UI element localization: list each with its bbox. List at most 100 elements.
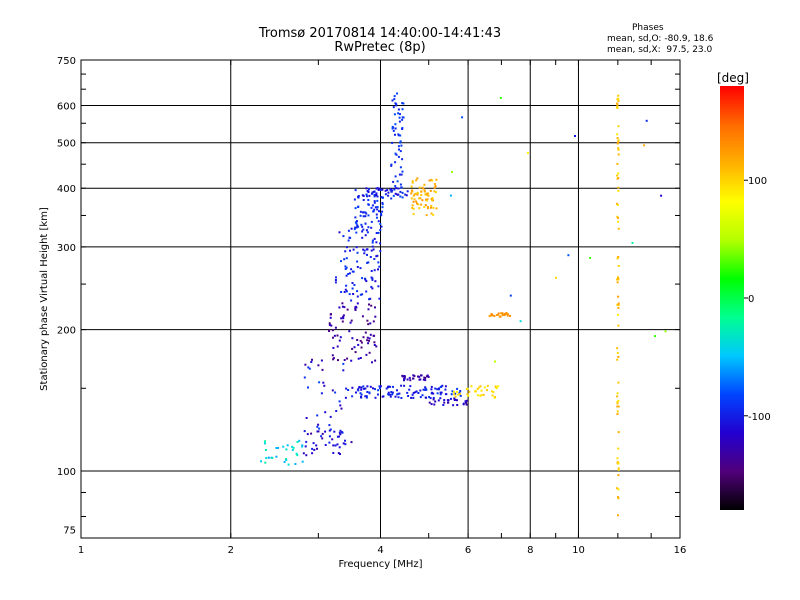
data-point bbox=[298, 439, 301, 442]
phase-stats-o: mean, sd,O: -80.9, 18.6 bbox=[607, 34, 714, 44]
data-point bbox=[360, 223, 363, 226]
data-point bbox=[301, 444, 304, 447]
data-point bbox=[354, 216, 357, 219]
data-point bbox=[415, 192, 418, 195]
data-point bbox=[416, 202, 418, 205]
data-point bbox=[317, 423, 320, 426]
data-point bbox=[399, 141, 402, 144]
data-point bbox=[373, 237, 376, 240]
data-point bbox=[356, 302, 359, 305]
data-point bbox=[264, 449, 267, 451]
data-point bbox=[363, 252, 366, 255]
data-point bbox=[480, 394, 483, 397]
y-tick-label: 500 bbox=[57, 139, 76, 150]
data-point bbox=[368, 194, 371, 197]
data-point bbox=[376, 206, 379, 208]
data-point bbox=[340, 291, 343, 293]
data-point bbox=[430, 403, 433, 406]
data-point bbox=[616, 347, 619, 350]
data-point bbox=[429, 397, 432, 400]
data-point bbox=[501, 314, 504, 317]
data-point bbox=[412, 396, 415, 399]
data-point bbox=[372, 387, 374, 390]
data-point bbox=[493, 315, 496, 317]
data-point bbox=[427, 194, 430, 197]
data-point bbox=[616, 98, 619, 101]
data-point bbox=[412, 374, 415, 377]
data-point bbox=[422, 388, 425, 391]
data-point bbox=[287, 463, 290, 466]
data-point bbox=[617, 265, 620, 267]
data-point bbox=[354, 305, 357, 308]
data-point bbox=[312, 442, 315, 445]
data-point bbox=[654, 335, 656, 338]
data-point bbox=[617, 497, 620, 500]
data-point bbox=[353, 346, 356, 349]
data-point bbox=[425, 214, 428, 217]
data-point bbox=[617, 276, 619, 279]
data-point bbox=[316, 425, 319, 428]
data-point bbox=[334, 444, 337, 447]
data-point bbox=[617, 172, 620, 175]
data-point bbox=[617, 313, 619, 316]
data-point bbox=[373, 190, 376, 193]
data-point bbox=[394, 175, 397, 178]
data-point bbox=[321, 437, 324, 440]
data-point bbox=[371, 245, 374, 248]
data-point bbox=[453, 390, 455, 393]
data-point bbox=[397, 155, 400, 158]
data-point bbox=[365, 280, 368, 283]
data-point bbox=[458, 391, 461, 394]
data-point bbox=[366, 339, 369, 342]
data-point bbox=[435, 191, 437, 194]
data-point bbox=[464, 400, 467, 403]
points-layer bbox=[260, 92, 667, 517]
data-point bbox=[365, 396, 368, 399]
point-group bbox=[401, 374, 430, 382]
data-point bbox=[376, 216, 378, 219]
data-point bbox=[461, 116, 464, 119]
data-point bbox=[308, 367, 311, 370]
data-point bbox=[398, 392, 401, 395]
data-point bbox=[430, 198, 433, 200]
data-point bbox=[346, 357, 349, 360]
data-point bbox=[450, 397, 452, 400]
data-point bbox=[413, 375, 416, 377]
data-point bbox=[403, 379, 405, 382]
data-point bbox=[422, 378, 425, 381]
data-point bbox=[411, 204, 414, 207]
data-point bbox=[490, 390, 493, 393]
data-point bbox=[617, 277, 620, 280]
data-point bbox=[339, 433, 342, 436]
data-point bbox=[396, 180, 399, 183]
data-point bbox=[340, 407, 343, 410]
data-point bbox=[353, 228, 356, 231]
data-point bbox=[339, 429, 342, 432]
data-point bbox=[426, 206, 429, 208]
data-point bbox=[316, 414, 319, 417]
data-point bbox=[379, 229, 382, 231]
data-point bbox=[424, 204, 427, 207]
data-point bbox=[341, 320, 344, 323]
data-point bbox=[401, 108, 404, 111]
data-point bbox=[456, 399, 458, 402]
data-point bbox=[294, 463, 297, 465]
data-point bbox=[356, 224, 359, 227]
data-point bbox=[433, 403, 436, 406]
data-point bbox=[617, 431, 620, 434]
data-point bbox=[305, 417, 308, 419]
data-point bbox=[423, 183, 426, 186]
data-point bbox=[617, 186, 620, 189]
data-point bbox=[411, 190, 414, 193]
data-point bbox=[307, 366, 310, 369]
data-point bbox=[454, 398, 457, 401]
data-point bbox=[410, 396, 413, 399]
data-point bbox=[442, 404, 445, 406]
data-point bbox=[424, 193, 427, 196]
data-point bbox=[371, 239, 374, 242]
data-point bbox=[285, 459, 288, 461]
data-point bbox=[391, 99, 394, 102]
data-point bbox=[390, 391, 393, 393]
data-point bbox=[351, 395, 354, 398]
data-point bbox=[393, 188, 396, 191]
